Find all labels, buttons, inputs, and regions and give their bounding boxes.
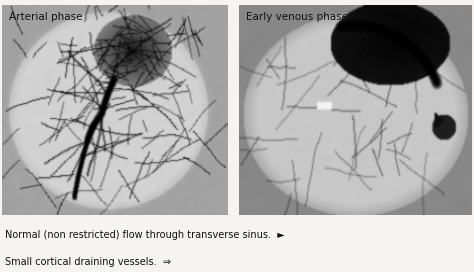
Text: Normal (non restricted) flow through transverse sinus.  ►: Normal (non restricted) flow through tra… [5,230,284,240]
Text: Small cortical draining vessels.  ⇒: Small cortical draining vessels. ⇒ [5,257,171,267]
Text: Early venous phase: Early venous phase [246,12,348,22]
Text: Arterial phase: Arterial phase [9,12,82,22]
